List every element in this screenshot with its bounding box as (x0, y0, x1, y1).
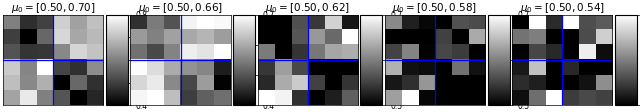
Title: $\mu_0 = [0.50, 0.70]$: $\mu_0 = [0.50, 0.70]$ (11, 1, 95, 15)
Title: $\mu_0 = [0.50, 0.66]$: $\mu_0 = [0.50, 0.66]$ (138, 1, 223, 15)
Title: $\mu_0 = [0.50, 0.62]$: $\mu_0 = [0.50, 0.62]$ (265, 1, 350, 15)
Title: $\mu_0 = [0.50, 0.58]$: $\mu_0 = [0.50, 0.58]$ (392, 1, 477, 15)
Title: $\mu_0 = [0.50, 0.54]$: $\mu_0 = [0.50, 0.54]$ (520, 1, 605, 15)
